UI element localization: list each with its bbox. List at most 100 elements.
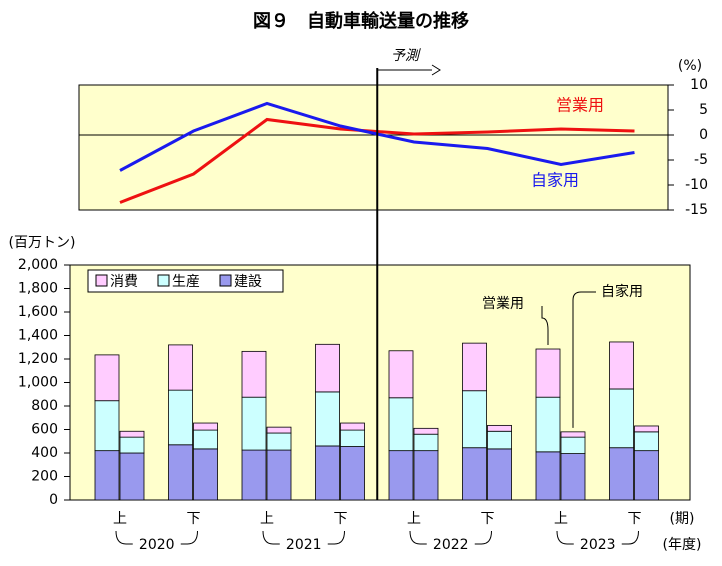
bar-segment: [487, 430, 512, 450]
bar-segment: [462, 342, 487, 392]
bar-segment: [119, 452, 145, 501]
x-tick-label: 上: [260, 511, 274, 527]
year-bracket: [556, 530, 574, 545]
bar-segment: [193, 422, 218, 431]
y-tick-label: 1,600: [18, 304, 58, 320]
y-tick-label: 0: [699, 127, 708, 143]
bar-segment: [388, 350, 414, 399]
y-axis-label: (百万トン): [9, 235, 76, 251]
series-label: 自家用: [531, 171, 579, 190]
bar-segment: [560, 436, 586, 454]
forecast-label: 予測: [391, 48, 421, 64]
bar-segment: [241, 449, 267, 501]
series-label: 営業用: [556, 96, 604, 115]
pointer: [541, 306, 549, 346]
x-tick-label: 下: [187, 511, 201, 527]
year-label: 2022: [433, 537, 469, 553]
y-axis-label: (%): [678, 58, 702, 74]
bar-segment: [634, 450, 659, 501]
y-tick-label: 400: [31, 445, 58, 461]
x-axis-label: (年度): [663, 537, 702, 553]
year-bracket: [409, 530, 427, 545]
bar-segment: [193, 429, 218, 450]
y-tick-label: 200: [31, 469, 58, 485]
year-label: 2023: [580, 537, 616, 553]
bar-segment: [315, 343, 340, 393]
bar-segment: [340, 429, 365, 447]
pointer: [572, 291, 596, 428]
bar-segment: [119, 436, 145, 454]
y-tick-label: -5: [694, 152, 708, 168]
y-tick-label: 2,000: [18, 257, 58, 273]
y-tick-label: 1,000: [18, 375, 58, 391]
x-tick-label: 下: [481, 511, 495, 527]
bar-segment: [462, 390, 487, 449]
year-bracket: [621, 530, 639, 545]
bar-segment: [609, 341, 634, 390]
bar-segment: [94, 400, 120, 452]
bar-segment: [634, 431, 659, 452]
legend-swatch: [95, 274, 108, 287]
bar-segment: [193, 448, 218, 501]
bar-segment: [241, 396, 267, 451]
bar-segment: [560, 431, 586, 438]
year-label: 2021: [286, 537, 322, 553]
bar-segment: [388, 397, 414, 452]
bar-segment: [315, 391, 340, 447]
bar-segment: [315, 445, 340, 501]
x-axis-label: (期): [670, 511, 695, 527]
bar-segment: [487, 448, 512, 501]
y-tick-label: 1,400: [18, 328, 58, 344]
bar-segment: [119, 430, 145, 438]
legend-swatch: [219, 274, 232, 287]
x-tick-label: 下: [334, 511, 348, 527]
bar-segment: [266, 432, 292, 451]
bar-segment: [634, 425, 659, 433]
x-tick-label: 上: [113, 511, 127, 527]
bar-segment: [168, 444, 193, 501]
bar-segment: [266, 426, 292, 434]
y-tick-label: 5: [699, 102, 708, 118]
y-tick-label: 800: [31, 398, 58, 414]
bar-segment: [241, 350, 267, 398]
bar-segment: [168, 389, 193, 446]
legend-label: 生産: [172, 274, 200, 290]
bar-segment: [413, 427, 439, 435]
year-bracket: [262, 530, 280, 545]
y-tick-label: 1,200: [18, 351, 58, 367]
bottom-plot-area: [69, 264, 691, 501]
bar-segment: [266, 449, 292, 501]
bar-segment: [487, 424, 512, 432]
legend: [87, 269, 284, 293]
y-tick-label: 1,800: [18, 281, 58, 297]
legend-label: 消費: [110, 274, 138, 290]
bar-segment: [609, 388, 634, 449]
bar-segment: [340, 446, 365, 501]
arrow-head: [431, 64, 441, 76]
bar-segment: [535, 348, 561, 398]
year-label: 2020: [139, 537, 175, 553]
legend-swatch: [157, 274, 170, 287]
year-bracket: [474, 530, 492, 545]
x-tick-label: 上: [554, 511, 568, 527]
bar-segment: [413, 433, 439, 452]
legend-label: 建設: [234, 274, 262, 290]
y-tick-label: 0: [49, 492, 58, 508]
group-label: 営業用: [482, 296, 524, 312]
y-tick-label: 600: [31, 422, 58, 438]
group-label: 自家用: [601, 283, 643, 300]
bar-segment: [462, 447, 487, 501]
x-tick-label: 上: [407, 511, 421, 527]
bar-segment: [609, 447, 634, 501]
year-bracket: [115, 530, 133, 545]
chart-title: 図９ 自動車輸送量の推移: [253, 10, 469, 32]
y-tick-label: 10: [690, 77, 708, 93]
bar-segment: [340, 422, 365, 431]
y-tick-label: -10: [685, 177, 708, 193]
bar-segment: [535, 451, 561, 501]
bar-segment: [535, 396, 561, 453]
year-bracket: [180, 530, 198, 545]
year-bracket: [327, 530, 345, 545]
bar-segment: [94, 354, 120, 402]
